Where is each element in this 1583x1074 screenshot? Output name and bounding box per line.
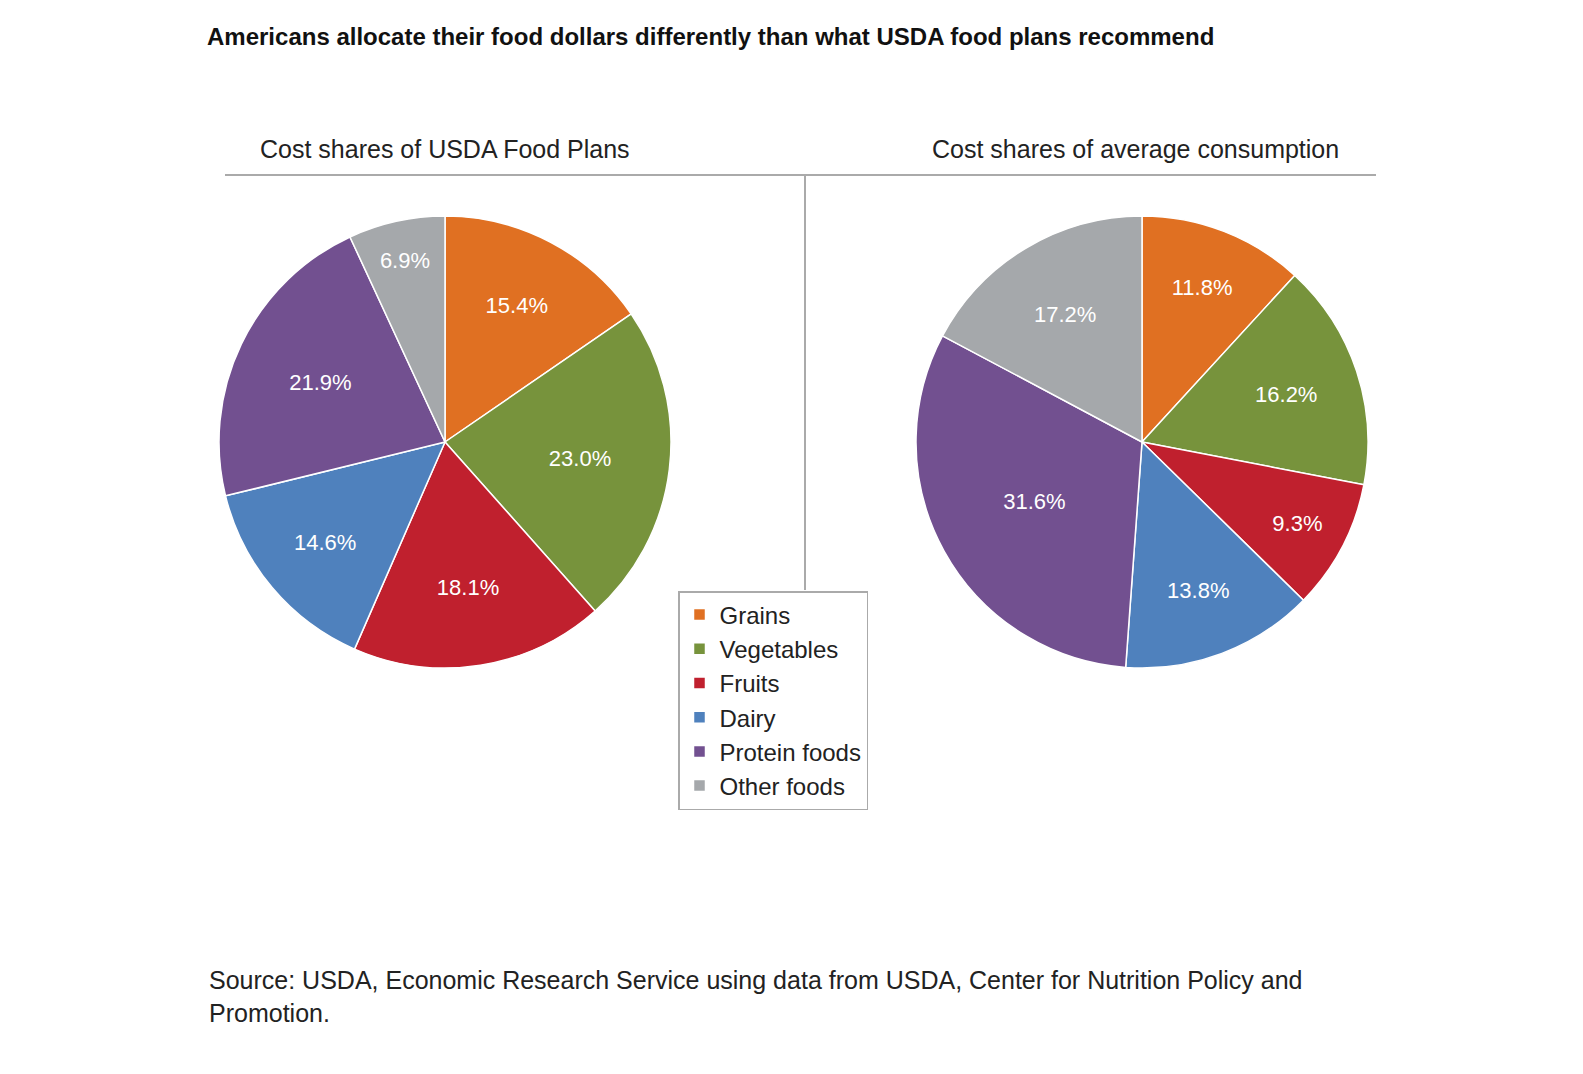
svg-text:Fruits: Fruits: [720, 670, 780, 697]
svg-text:13.8%: 13.8%: [1167, 578, 1229, 603]
svg-text:Cost shares of average consump: Cost shares of average consumption: [932, 135, 1339, 163]
svg-text:Other foods: Other foods: [720, 773, 845, 800]
svg-text:15.4%: 15.4%: [486, 293, 548, 318]
svg-text:23.0%: 23.0%: [549, 446, 611, 471]
svg-text:11.8%: 11.8%: [1172, 275, 1233, 300]
svg-text:31.6%: 31.6%: [1003, 489, 1065, 514]
svg-text:Dairy: Dairy: [720, 705, 776, 732]
svg-text:18.1%: 18.1%: [437, 575, 499, 600]
svg-text:Vegetables: Vegetables: [720, 636, 839, 663]
svg-text:Source: USDA, Economic Researc: Source: USDA, Economic Research Service …: [209, 966, 1303, 1027]
svg-text:21.9%: 21.9%: [289, 370, 351, 395]
svg-text:16.2%: 16.2%: [1255, 382, 1317, 407]
svg-text:Americans allocate their food: Americans allocate their food dollars di…: [207, 23, 1214, 50]
svg-text:Cost shares of USDA Food Plans: Cost shares of USDA Food Plans: [260, 135, 630, 163]
svg-text:14.6%: 14.6%: [294, 530, 356, 555]
svg-text:Grains: Grains: [720, 602, 791, 629]
svg-text:17.2%: 17.2%: [1034, 302, 1096, 327]
svg-text:9.3%: 9.3%: [1272, 511, 1322, 536]
svg-text:6.9%: 6.9%: [380, 248, 430, 273]
svg-text:Protein foods: Protein foods: [720, 739, 861, 766]
